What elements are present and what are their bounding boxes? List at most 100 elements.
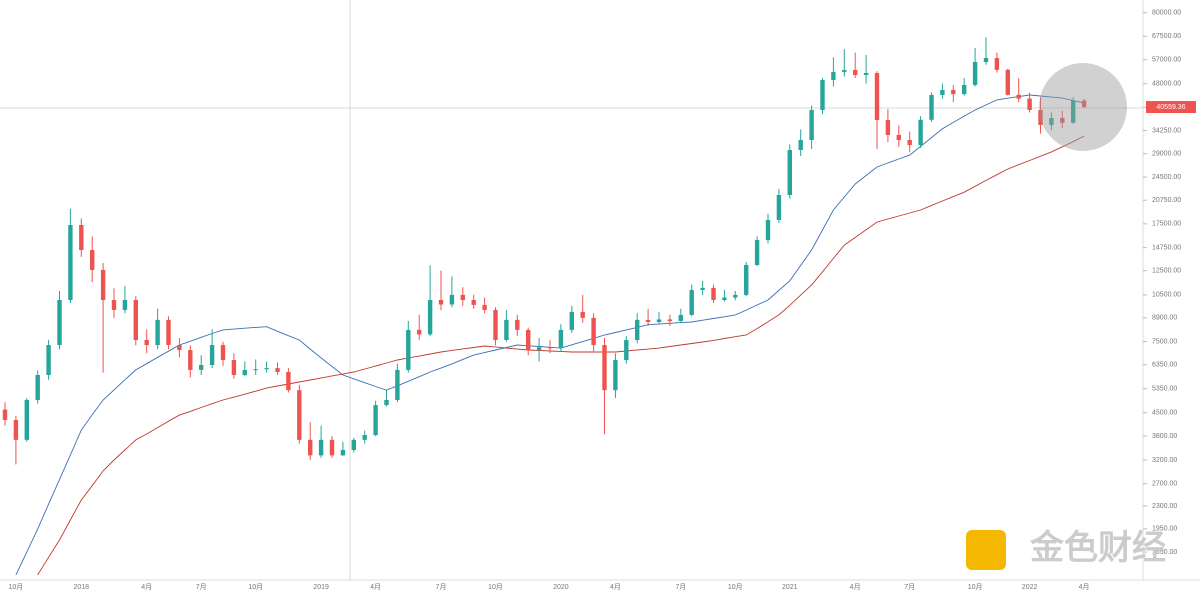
candle-body [787, 150, 792, 195]
candle-body [308, 439, 313, 456]
x-tick-label: 10月 [968, 583, 983, 591]
price-tag-label: 40559.36 [1156, 104, 1185, 111]
candle-body [427, 299, 433, 335]
candle-body [90, 250, 95, 270]
candle-body [329, 439, 335, 456]
candle-body [46, 345, 51, 375]
y-tick-label: 17500.00 [1152, 221, 1181, 228]
candle-body [754, 240, 760, 265]
candle-body [689, 289, 694, 315]
candle-body [264, 368, 269, 370]
candle-body [406, 329, 411, 370]
candle-body [384, 399, 389, 406]
candle-body [885, 119, 891, 135]
candle-body [111, 299, 117, 310]
x-tick-label: 10月 [488, 583, 503, 591]
x-tick-label: 4月 [370, 583, 381, 591]
y-tick-label: 1650.00 [1152, 549, 1177, 556]
x-tick-label: 7月 [436, 583, 447, 591]
x-tick-label: 2022 [1022, 584, 1038, 591]
candle-body [983, 58, 989, 62]
plot-area: 80000.0067500.0057000.0048000.0040500.00… [2, 9, 1181, 591]
candle-body [482, 304, 487, 310]
x-tick-label: 2019 [313, 584, 329, 591]
candle-body [100, 269, 106, 300]
candle-body [417, 329, 422, 335]
candle-body [940, 89, 945, 95]
candle-body [678, 314, 683, 322]
candle-body [199, 364, 204, 370]
candle-body [188, 350, 193, 370]
candle-body [700, 287, 705, 290]
candle-body [231, 360, 237, 375]
candle-body [2, 409, 8, 420]
x-tick-label: 7月 [675, 583, 686, 591]
candle-body [863, 73, 869, 75]
y-tick-label: 3200.00 [1152, 457, 1177, 464]
x-tick-label: 2020 [553, 584, 569, 591]
watermark-text: 金色财经 [1029, 528, 1166, 567]
x-tick-label: 7月 [196, 583, 207, 591]
candle-body [798, 140, 803, 151]
candle-body [776, 194, 782, 220]
x-tick-label: 2018 [74, 584, 90, 591]
candle-body [155, 319, 160, 346]
candle-body [1027, 98, 1032, 110]
candle-body [711, 287, 716, 300]
y-tick-label: 7500.00 [1152, 338, 1177, 345]
candle-body [962, 84, 967, 95]
y-tick-label: 20750.00 [1152, 197, 1181, 204]
y-tick-label: 14750.00 [1152, 244, 1181, 251]
y-tick-label: 2300.00 [1152, 503, 1177, 510]
x-tick-label: 4月 [141, 583, 152, 591]
candle-body [1060, 117, 1065, 123]
candle-body [994, 58, 1000, 70]
candle-body [602, 345, 607, 391]
x-tick-label: 4月 [610, 583, 621, 591]
candle-body [907, 140, 912, 146]
candle-body [460, 294, 465, 300]
candle-body [177, 345, 182, 351]
candle-body [351, 439, 356, 450]
y-tick-label: 10500.00 [1152, 292, 1181, 299]
candle-body [504, 319, 509, 340]
y-tick-label: 3800.00 [1152, 433, 1177, 440]
x-tick-label: 10月 [9, 583, 24, 591]
y-tick-label: 24500.00 [1152, 174, 1181, 181]
candle-body [635, 319, 640, 340]
candle-body [1038, 109, 1043, 125]
y-tick-label: 4500.00 [1152, 409, 1177, 416]
candle-body [166, 319, 171, 346]
candle-body [874, 73, 880, 120]
candle-body [318, 439, 324, 456]
candle-body [24, 399, 29, 440]
watermark: 金色财经 [966, 528, 1166, 570]
candle-body [656, 319, 662, 322]
candle-body [57, 299, 62, 346]
logo [966, 530, 1006, 570]
candle-body [395, 369, 400, 400]
candle-body [820, 79, 825, 110]
moving-average [15, 94, 1085, 576]
x-tick-label: 10月 [248, 583, 263, 591]
candle-body [253, 369, 258, 371]
x-tick-label: 7月 [904, 583, 915, 591]
candle-body [471, 299, 476, 305]
x-tick-label: 2021 [782, 584, 798, 591]
candle-body [853, 69, 858, 75]
candle-body [558, 329, 564, 349]
candle-body [733, 294, 738, 298]
candle-body [1081, 100, 1087, 108]
x-tick-label: 4月 [1079, 583, 1090, 591]
candle-body [515, 319, 520, 330]
candle-body [831, 71, 836, 80]
y-tick-label: 80000.00 [1152, 9, 1181, 16]
candle-body [362, 435, 367, 440]
candle-body [765, 219, 771, 241]
candle-body [842, 69, 847, 72]
y-tick-label: 8900.00 [1152, 315, 1177, 322]
candle-body [613, 360, 618, 391]
candle-body [547, 347, 553, 349]
candle-body [536, 347, 542, 351]
